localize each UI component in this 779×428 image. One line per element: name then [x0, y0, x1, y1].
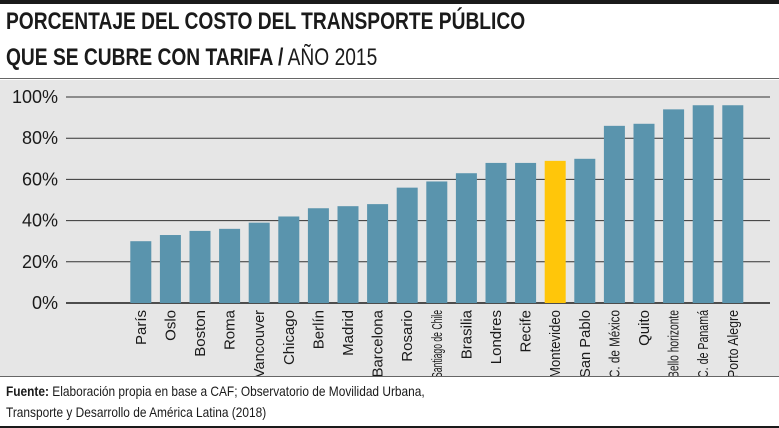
bar-vancouver: [248, 222, 270, 303]
bottom-rule: [0, 426, 779, 428]
footer-divider: [0, 376, 779, 377]
bar-brasilia: [455, 173, 477, 303]
y-tick-label: 20%: [22, 252, 58, 272]
y-tick-label: 100%: [12, 87, 58, 107]
x-tick-label: Boston: [192, 310, 209, 357]
bar-montevideo: [544, 160, 566, 303]
source-label: Fuente:: [6, 383, 49, 399]
bar-quito: [633, 123, 655, 303]
bar-porto-alegre: [722, 105, 744, 304]
x-tick-label: Porto Alegre: [725, 310, 742, 376]
bar-san-pablo: [574, 158, 596, 303]
y-tick-label: 80%: [22, 128, 58, 148]
x-tick-label: C. de Panamá: [695, 310, 712, 376]
y-tick-label: 0%: [32, 293, 58, 313]
x-tick-label: París: [133, 310, 150, 345]
bar-recife: [515, 162, 537, 303]
bar-c-de-panam-: [692, 105, 714, 304]
x-tick-label: Montevideo: [547, 310, 564, 376]
y-tick-label: 40%: [22, 211, 58, 231]
x-tick-label: C. de México: [606, 310, 623, 376]
x-tick-label: Barcelona: [370, 309, 387, 376]
bar-berl-n: [307, 208, 329, 303]
bar-barcelona: [367, 204, 389, 303]
title-divider: [0, 78, 779, 79]
y-tick-label: 60%: [22, 169, 58, 189]
x-tick-label: Bello horizonte: [666, 310, 683, 376]
bar-chart: 0% 20% 40% 60% 80% 100% París Oslo Boston Roma Van…: [12, 87, 770, 376]
source-text: Elaboración propia en base a CAF; Observ…: [6, 383, 425, 420]
x-tick-label: San Pablo: [577, 310, 594, 376]
bar-c-de-m-xico: [603, 125, 625, 303]
bar-roma: [219, 228, 241, 303]
bar-madrid: [337, 206, 359, 303]
x-tick-label: Rosario: [399, 310, 416, 362]
x-tick-label: Chicago: [281, 310, 298, 365]
x-tick-label: Santiago de Chile: [429, 310, 446, 376]
top-rule: [0, 0, 779, 4]
chart-title-line1: PORCENTAJE DEL COSTO DEL TRANSPORTE PÚBL…: [6, 8, 526, 35]
bar-santiago-de-chile: [426, 181, 448, 303]
x-tick-label: Londres: [488, 310, 505, 364]
x-tick-label: Roma: [222, 309, 239, 350]
x-tick-label: Recife: [518, 310, 535, 353]
chart-title-line2-bold: QUE SE CUBRE CON TARIFA /: [6, 44, 284, 71]
x-tick-label: Madrid: [340, 310, 357, 356]
bar-bello-horizonte: [663, 109, 685, 303]
bar-par-s: [130, 241, 152, 303]
x-tick-label: Vancouver: [251, 310, 268, 376]
x-tick-label: Berlín: [310, 310, 327, 349]
chart-title-year: AÑO 2015: [283, 44, 378, 71]
x-tick-label: Oslo: [162, 310, 179, 341]
bar-chicago: [278, 216, 300, 303]
x-tick-label: Quito: [636, 310, 653, 346]
bar-oslo: [159, 235, 181, 303]
bar-boston: [189, 230, 211, 303]
chart-title-line2: QUE SE CUBRE CON TARIFA / AÑO 2015: [6, 44, 377, 72]
source-note: Fuente: Elaboración propia en base a CAF…: [6, 381, 431, 423]
x-tick-label: Brasilia: [458, 309, 475, 359]
bar-londres: [485, 162, 507, 303]
bar-rosario: [396, 187, 418, 303]
